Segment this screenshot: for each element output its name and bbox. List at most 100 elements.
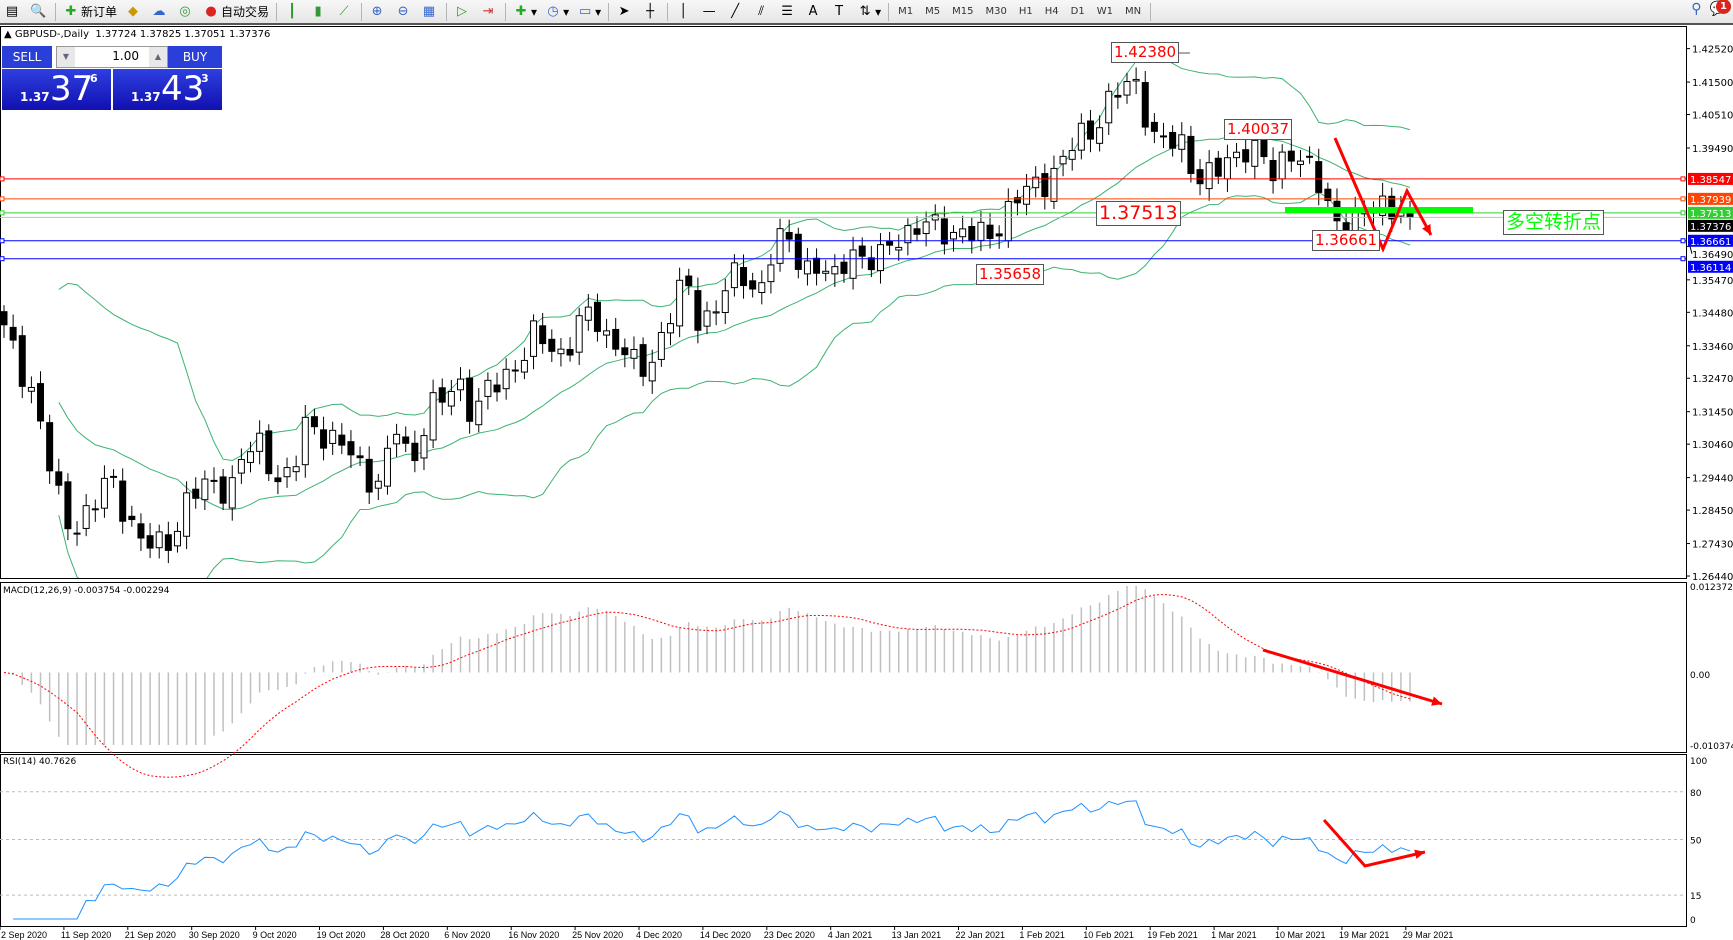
pivot-zone-bar <box>1285 207 1473 213</box>
timeframe-mn[interactable]: MN <box>1124 6 1142 17</box>
fibonacci-button[interactable]: ☰ <box>775 1 801 22</box>
cursor-icon: ➤ <box>618 3 630 19</box>
timeframe-h4[interactable]: H4 <box>1044 6 1059 17</box>
buy-price[interactable]: 1.37 43 3 <box>113 69 222 110</box>
annotation-1-40037[interactable]: 1.40037 <box>1224 119 1293 140</box>
line-chart-button[interactable]: ⟋ <box>332 1 358 22</box>
pivot-point-label[interactable]: 多空转折点 <box>1503 210 1605 235</box>
annotation-high[interactable]: 1.42380 <box>1111 42 1180 63</box>
candle <box>1205 150 1213 201</box>
candle-body <box>1269 159 1277 182</box>
lot-decrease-button[interactable]: ▼ <box>57 47 75 67</box>
horizontal-line-button[interactable]: — <box>697 1 723 22</box>
date-label: 28 Oct 2020 <box>380 930 429 940</box>
date-label: 4 Dec 2020 <box>636 930 682 940</box>
date-label: 19 Oct 2020 <box>317 930 366 940</box>
timeframe-m5[interactable]: M5 <box>925 6 941 17</box>
candle <box>119 468 127 534</box>
notification-badge: 1 <box>1716 0 1731 14</box>
price-arrow-head <box>1422 224 1431 235</box>
date-label: 9 Oct 2020 <box>253 930 297 940</box>
sell-price[interactable]: 1.37 37 6 <box>2 69 111 110</box>
chat-icon[interactable]: 💬1 <box>1710 0 1731 17</box>
timeframe-m15[interactable]: M15 <box>952 6 974 17</box>
date-label: 19 Mar 2021 <box>1339 930 1390 940</box>
lot-size-input[interactable] <box>77 48 139 64</box>
zoom-magnifier-icon: 🔍 <box>30 3 47 19</box>
date-label: 4 Jan 2021 <box>828 930 873 940</box>
candle <box>904 218 912 256</box>
sell-button[interactable]: SELL <box>2 46 52 68</box>
buy-button[interactable]: BUY <box>168 46 222 68</box>
zoom-in-button[interactable]: ⊕ <box>365 1 391 22</box>
price-label-bg <box>1688 260 1733 273</box>
vertical-line-button[interactable]: │ <box>671 1 697 22</box>
candle <box>447 379 455 416</box>
text-label-button[interactable]: T <box>827 1 853 22</box>
new-order-button[interactable]: ✚ 新订单 <box>59 1 121 22</box>
candle-body <box>265 430 273 475</box>
market-watch-button[interactable]: ☁ <box>147 1 173 22</box>
timeframe-w1[interactable]: W1 <box>1096 6 1113 17</box>
search-icon[interactable]: ⚲ <box>1691 1 1702 17</box>
timeframe-m1[interactable]: M1 <box>898 6 914 17</box>
candle-body <box>566 348 574 356</box>
candle <box>365 446 373 505</box>
price-tick-label: 1.40510 <box>1692 111 1733 122</box>
candle <box>584 294 592 331</box>
bar-chart-button[interactable]: ┃ <box>280 1 306 22</box>
candle-body <box>785 231 793 240</box>
price-tick-label: 1.34480 <box>1692 308 1733 319</box>
lot-increase-button[interactable]: ▲ <box>149 47 167 67</box>
indicators-button[interactable]: ✚ ▾ <box>509 1 541 22</box>
tile-windows-button[interactable]: ▦ <box>417 1 443 22</box>
candle <box>329 421 337 455</box>
price-tick-label: 1.28450 <box>1692 506 1733 517</box>
crosshair-button[interactable]: ┼ <box>638 1 664 22</box>
candle-body <box>794 233 802 270</box>
candle <box>301 405 309 478</box>
candle <box>283 457 291 488</box>
candle <box>1223 144 1231 192</box>
signal-button[interactable]: ◎ <box>173 1 199 22</box>
cursor-button[interactable]: ➤ <box>612 1 638 22</box>
candle-body <box>1004 200 1012 242</box>
arrows-button[interactable]: ⇅ ▾ <box>853 1 885 22</box>
zoom-in-icon: ⊕ <box>371 3 383 19</box>
candle-body <box>995 233 1003 237</box>
file-button[interactable]: ▤ <box>0 1 26 22</box>
hline-handle-right <box>1680 210 1686 216</box>
candle <box>858 237 866 269</box>
text-button[interactable]: A <box>801 1 827 22</box>
autoscroll-button[interactable]: ⇥ <box>476 1 502 22</box>
collapse-arrow-icon[interactable]: ▲ <box>4 29 12 40</box>
chart-shift-button[interactable]: ▷ <box>450 1 476 22</box>
candle <box>1077 113 1085 160</box>
annotation-pivot-price[interactable]: 1.37513 <box>1096 201 1181 226</box>
timeframe-h1[interactable]: H1 <box>1018 6 1033 17</box>
candlestick-button[interactable]: ▮ <box>306 1 332 22</box>
equidistant-channel-button[interactable]: ⫽ <box>749 1 775 22</box>
timeframe-d1[interactable]: D1 <box>1070 6 1085 17</box>
zoom-out-button[interactable]: ⊖ <box>391 1 417 22</box>
fibonacci-icon: ☰ <box>781 3 793 19</box>
templates-button[interactable]: ▭ ▾ <box>578 3 602 19</box>
candle-body <box>1306 155 1314 158</box>
candle-body <box>1287 150 1295 162</box>
candle-body <box>9 326 17 341</box>
price-tick-label: 1.32470 <box>1692 374 1733 385</box>
candle-body <box>1050 167 1058 202</box>
price-label: 1.36114 <box>1690 263 1731 274</box>
trendline-button[interactable]: ╱ <box>723 1 749 22</box>
meta-editor-button[interactable]: ◆ <box>121 1 147 22</box>
auto-trading-button[interactable]: ● 自动交易 <box>199 1 273 22</box>
timeframe-m30[interactable]: M30 <box>985 6 1007 17</box>
candle <box>356 446 364 467</box>
candle <box>1169 125 1177 157</box>
periods-button[interactable]: ◷ ▾ <box>541 1 573 22</box>
annotation-1-36661[interactable]: 1.36661 <box>1312 230 1381 251</box>
zoom-magnifier-button[interactable]: 🔍 <box>26 1 52 22</box>
annotation-1-35658[interactable]: 1.35658 <box>976 264 1045 285</box>
candle-body <box>685 275 693 287</box>
